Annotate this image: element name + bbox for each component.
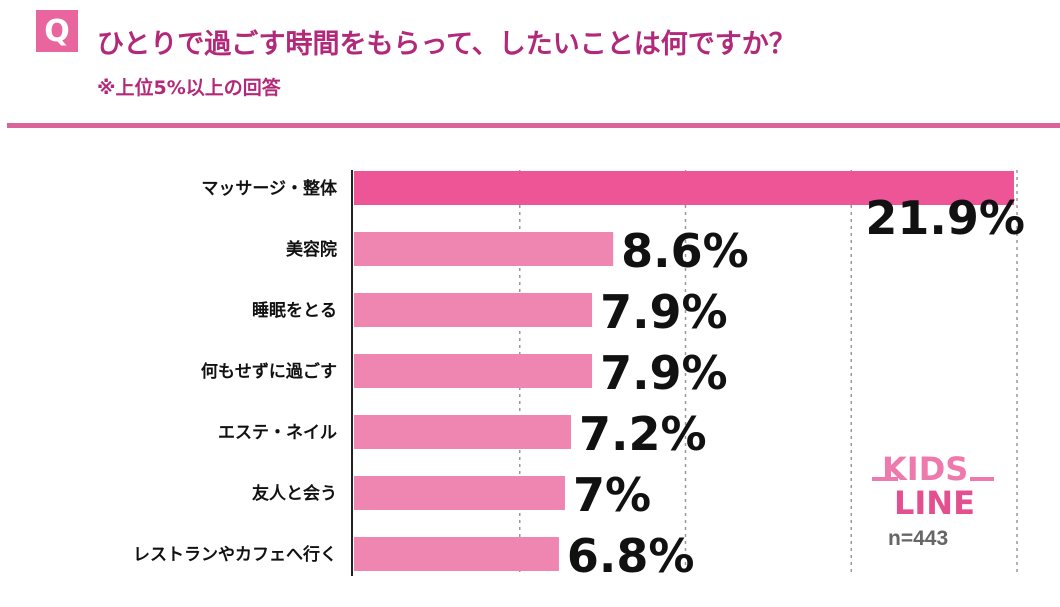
value-label: 7% [573,468,651,522]
value-label: 7.2% [579,407,707,461]
page-subtitle: ※上位5%以上の回答 [97,77,281,99]
bar [354,293,593,327]
page-title: ひとりで過ごす時間をもらって、したいことは何ですか？ [97,29,796,60]
q-badge: Q [36,10,78,52]
value-label: 21.9% [865,191,1025,245]
bar [354,232,614,266]
bar [354,476,565,510]
value-label: 8.6% [621,224,749,278]
header-divider [7,123,1060,128]
value-label: 7.9% [600,346,728,400]
category-label: 美容院 [286,239,337,260]
category-label: 睡眠をとる [252,300,337,321]
bar [354,537,559,571]
category-label: 友人と会う [252,483,337,504]
bar [354,171,1014,205]
value-label: 7.9% [600,285,728,339]
bar [354,415,571,449]
category-label: マッサージ・整体 [201,178,338,199]
sample-size: n=443 [888,527,949,550]
value-label: 6.8% [567,529,695,583]
bar [354,354,593,388]
category-label: 何もせずに過ごす [201,361,337,382]
category-label: レストランやカフェへ行く [133,544,337,565]
category-label: エステ・ネイル [218,423,337,443]
